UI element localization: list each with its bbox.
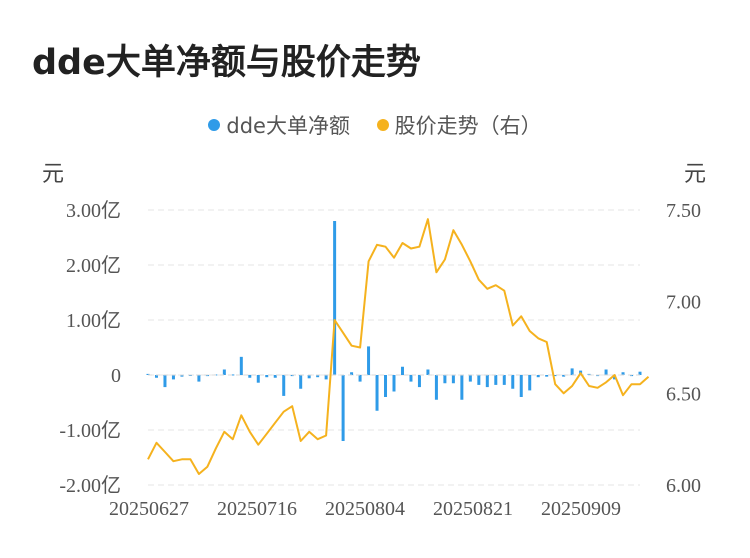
legend-label-line: 股价走势（右） (394, 114, 542, 138)
bar (146, 373, 150, 375)
bar (570, 368, 574, 375)
legend-item-line[interactable]: 股价走势（右） (376, 110, 542, 140)
bar (621, 372, 625, 375)
bar (562, 375, 566, 377)
bar (494, 375, 498, 385)
legend-dot-line (376, 119, 389, 131)
bar (434, 375, 438, 400)
bar (239, 356, 243, 375)
bar (426, 369, 430, 375)
right-tick-label: 7.00 (666, 292, 701, 314)
bar (154, 375, 158, 378)
bar (384, 375, 388, 397)
price-line (147, 218, 650, 475)
bar (290, 375, 294, 377)
right-tick-label: 6.50 (666, 383, 701, 405)
bar (273, 375, 277, 378)
bar (350, 372, 354, 375)
bar (282, 375, 286, 396)
left-tick-label: 3.00亿 (66, 199, 121, 222)
left-axis-unit: 元 (42, 162, 65, 187)
bar (316, 375, 320, 378)
bar (367, 346, 371, 375)
bar (477, 375, 481, 385)
bar (630, 375, 634, 377)
chart-title: dde大单净额与股价走势 (32, 43, 421, 83)
left-tick-label: 2.00亿 (66, 254, 121, 277)
bar (485, 375, 489, 388)
bar (231, 374, 235, 376)
bar (511, 375, 515, 389)
bar (171, 375, 175, 380)
bar (163, 375, 167, 388)
bar (222, 369, 226, 375)
legend-dot-bars (208, 119, 221, 131)
bar (545, 375, 549, 377)
bar (248, 375, 252, 378)
left-tick-label: 0 (111, 365, 121, 387)
bar (604, 369, 608, 375)
bar (528, 375, 532, 391)
x-tick-label: 20250821 (433, 498, 513, 520)
bar (400, 366, 404, 375)
bar (443, 375, 447, 384)
right-tick-label: 6.00 (666, 475, 701, 497)
bar (333, 221, 337, 375)
bar (375, 375, 379, 411)
right-tick-label: 7.50 (666, 200, 701, 222)
bar (536, 375, 540, 378)
bar (180, 375, 184, 377)
x-tick-label: 20250627 (109, 498, 189, 520)
bar (409, 375, 413, 382)
x-tick-label: 20250909 (541, 498, 621, 520)
bar (392, 375, 396, 392)
bar (358, 375, 362, 382)
bar (256, 375, 260, 383)
bar (324, 375, 328, 380)
bar (519, 375, 523, 397)
legend: dde大单净额 股价走势（右） (0, 110, 750, 140)
bar (596, 375, 600, 377)
bar (417, 375, 421, 388)
left-tick-label: 1.00亿 (66, 309, 121, 332)
legend-label-bars: dde大单净额 (226, 114, 350, 138)
left-tick-label: -1.00亿 (59, 419, 121, 442)
bar (553, 375, 557, 377)
bar (299, 375, 303, 389)
x-tick-label: 20250804 (325, 498, 405, 520)
bar (197, 375, 201, 382)
bar (460, 375, 464, 400)
bar (205, 375, 209, 377)
bar (468, 375, 472, 382)
right-axis-unit: 元 (684, 162, 707, 187)
bar (341, 375, 345, 441)
x-tick-label: 20250716 (217, 498, 297, 520)
legend-item-bars[interactable]: dde大单净额 (208, 110, 350, 140)
bar (502, 375, 506, 385)
bar (265, 375, 269, 378)
bar (307, 375, 311, 379)
bar (587, 373, 591, 375)
bar (638, 371, 642, 375)
left-tick-label: -2.00亿 (59, 474, 121, 497)
bar (451, 375, 455, 384)
